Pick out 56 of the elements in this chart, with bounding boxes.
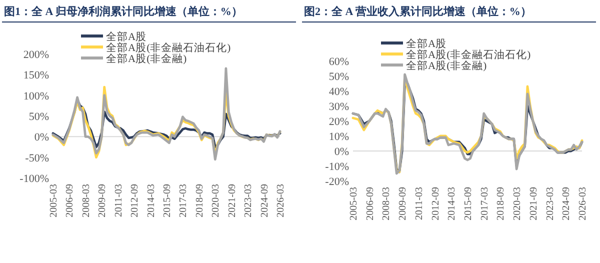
x-tick-label: 2018-09 [496,187,507,220]
x-tick-label: 2008-03 [381,187,392,220]
x-tick-label: 2024-09 [561,187,572,220]
x-tick-label: 2021-09 [528,187,540,220]
y-tick-label: 50% [328,71,349,83]
line-series [52,67,282,161]
x-tick-label: 2009-09 [398,187,409,220]
y-tick-label: -20% [325,176,349,188]
x-tick-label: 2018-09 [194,184,206,218]
legend-label: 全部A股(非金融石油石化) [106,41,232,54]
legend-label: 全部A股(非金融) [106,52,188,65]
x-tick-label: 2011-03 [414,187,425,220]
y-tick-label: 30% [328,101,349,113]
y-tick-label: -100% [20,173,49,185]
x-tick-label: 2023-03 [544,187,556,220]
x-tick-label: 2017-03 [479,187,490,220]
x-tick-label: 2009-09 [97,184,108,218]
y-tick-label: -10% [325,161,349,173]
x-tick-label: 2012-09 [130,184,141,218]
x-tick-label: 2026-03 [276,184,286,218]
x-tick-label: 2023-03 [243,184,254,218]
y-tick-label: -50% [25,152,49,164]
chart-title: 图1：全 A 归母净利润累计同比增速（单位：%） [4,5,242,18]
y-tick-label: 150% [23,70,49,82]
legend-label: 全部A股 [406,37,447,50]
x-tick-label: 2008-03 [80,184,92,218]
line-series [52,86,282,159]
y-tick-label: 20% [328,116,349,128]
x-tick-label: 2017-03 [178,184,190,218]
x-tick-label: 2005-03 [48,184,60,218]
x-tick-label: 2026-03 [578,187,588,220]
x-tick-label: 2011-03 [113,184,124,217]
x-tick-label: 2021-09 [226,184,238,218]
x-tick-label: 2020-03 [210,184,222,218]
x-tick-label: 2006-09 [364,187,376,220]
x-tick-label: 2012-09 [430,187,442,220]
x-tick-label: 2020-03 [512,187,524,220]
x-tick-label: 2006-09 [64,184,76,218]
y-tick-label: 0% [334,146,349,158]
x-tick-label: 2005-03 [348,187,360,220]
y-tick-label: 200% [23,49,49,61]
y-tick-label: 40% [328,86,349,98]
y-tick-label: 60% [328,56,349,68]
legend-label: 全部A股 [106,30,147,43]
y-tick-label: 100% [23,90,49,102]
y-tick-label: 50% [28,111,49,123]
legend-label: 全部A股(非金融) [406,59,488,72]
x-tick-label: 2014-03 [146,184,157,218]
chart-title: 图2：全 A 营业收入累计同比增速（单位：%） [304,5,532,18]
y-tick-label: 10% [328,131,349,143]
legend-label: 全部A股(非金融石油石化) [406,48,532,61]
x-tick-label: 2015-09 [463,187,474,220]
x-tick-label: 2014-03 [446,187,458,220]
x-tick-label: 2024-09 [259,184,270,218]
y-tick-label: 0% [34,132,49,144]
x-tick-label: 2015-09 [162,184,173,218]
